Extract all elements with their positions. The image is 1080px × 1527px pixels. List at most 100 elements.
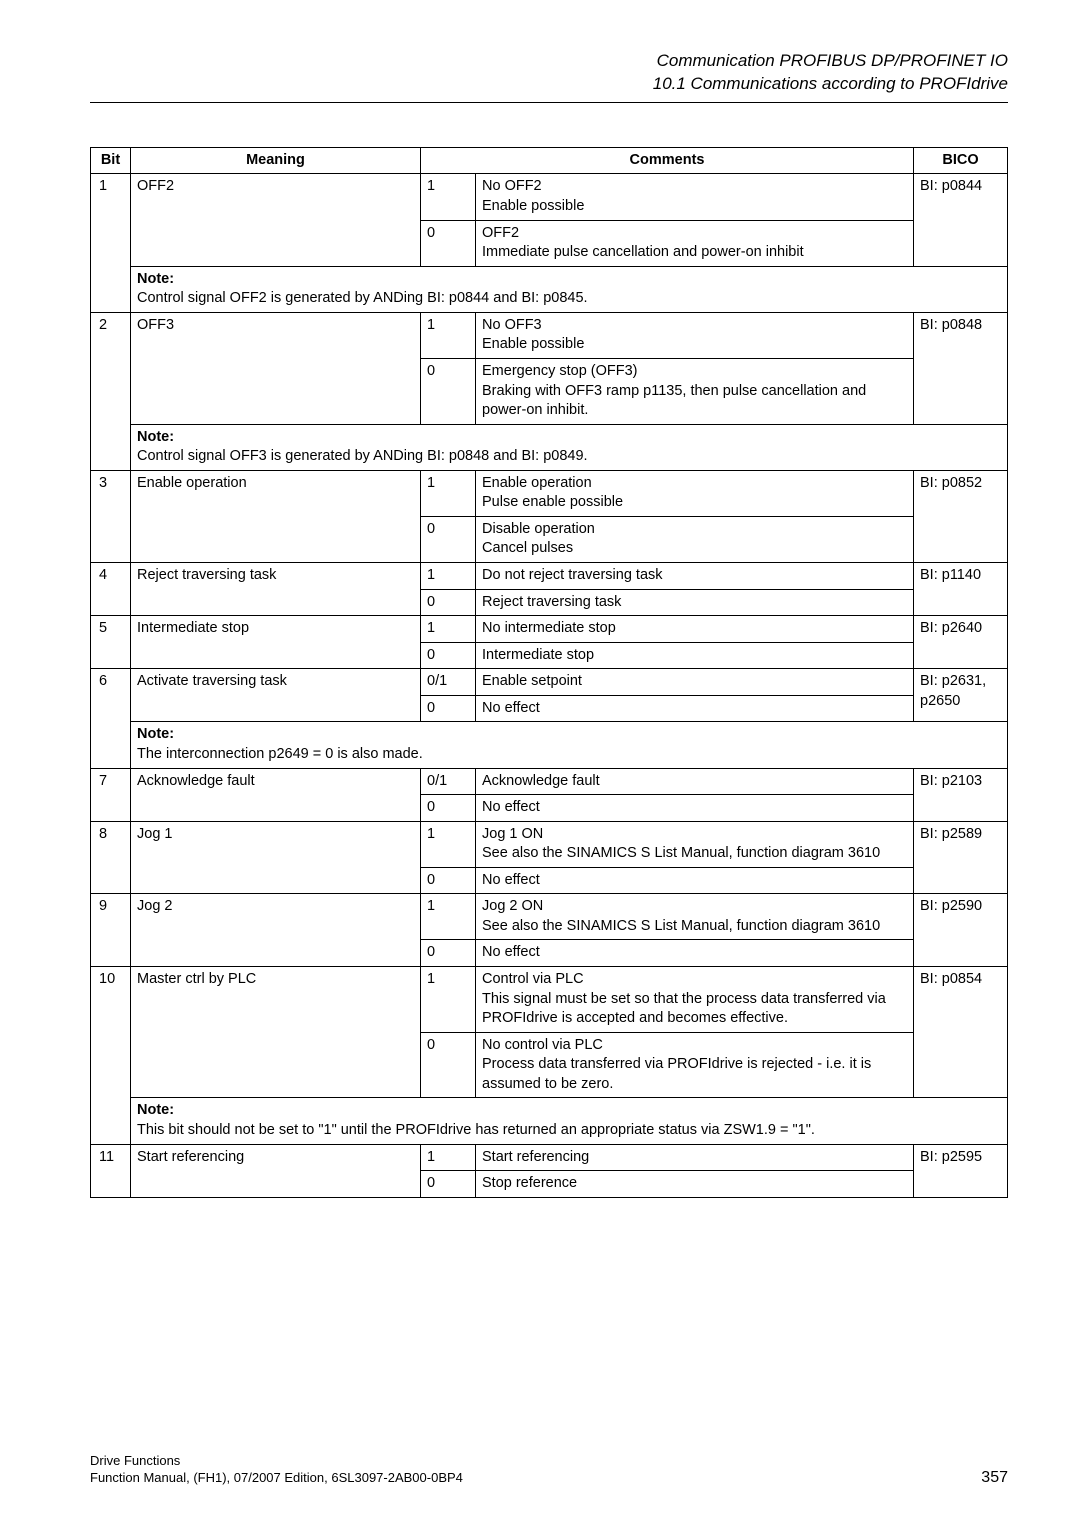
comment-line: See also the SINAMICS S List Manual, fun…: [482, 918, 880, 934]
bit-cell: 3: [91, 470, 131, 562]
comment-cell: No effect: [476, 867, 914, 894]
note-label: Note:: [137, 429, 174, 445]
comment-cell: Enable setpoint: [476, 669, 914, 696]
bit-table: Bit Meaning Comments BICO 1 OFF2 1 No OF…: [90, 147, 1008, 1198]
comment-cell: Disable operation Cancel pulses: [476, 516, 914, 562]
meaning-cell: Jog 1: [131, 821, 421, 894]
table-row: 4 Reject traversing task 1 Do not reject…: [91, 563, 1008, 590]
comment-line: Pulse enable possible: [482, 494, 623, 510]
bico-cell: BI: p1140: [914, 563, 1008, 616]
meaning-cell: Activate traversing task: [131, 669, 421, 722]
header-title: Communication PROFIBUS DP/PROFINET IO: [90, 50, 1008, 73]
th-bit: Bit: [91, 147, 131, 174]
comment-cell: Enable operationPulse enable possible: [476, 470, 914, 516]
bico-cell: BI: p2631, p2650: [914, 669, 1008, 722]
note-text: This bit should not be set to "1" until …: [137, 1122, 815, 1138]
footer-left: Drive Functions Function Manual, (FH1), …: [90, 1452, 1008, 1487]
table-row: Note:The interconnection p2649 = 0 is al…: [91, 722, 1008, 768]
bit-cell: 8: [91, 821, 131, 894]
bico-cell: BI: p2589: [914, 821, 1008, 894]
val-cell: 0: [421, 220, 476, 266]
val-cell: 1: [421, 821, 476, 867]
val-cell: 0/1: [421, 768, 476, 795]
footer-line2: Function Manual, (FH1), 07/2007 Edition,…: [90, 1470, 463, 1485]
val-cell: 1: [421, 312, 476, 358]
bico-cell: BI: p0844: [914, 174, 1008, 266]
bico-cell: BI: p0848: [914, 312, 1008, 424]
comment-cell: Start referencing: [476, 1144, 914, 1171]
bit-cell: 9: [91, 894, 131, 967]
page-footer: Drive Functions Function Manual, (FH1), …: [90, 1452, 1008, 1487]
comment-cell: Jog 1 ONSee also the SINAMICS S List Man…: [476, 821, 914, 867]
comment-line: No OFF2: [482, 178, 542, 194]
comment-line: No control via PLC: [482, 1037, 603, 1053]
meaning-cell: Master ctrl by PLC: [131, 967, 421, 1098]
comment-cell: OFF2 Immediate pulse cancellation and pow…: [476, 220, 914, 266]
comment-line: Process data transferred via PROFIdrive …: [482, 1056, 871, 1092]
bit-cell: 4: [91, 563, 131, 616]
comment-line: Enable possible: [482, 336, 584, 352]
note-cell: Note:This bit should not be set to "1" u…: [131, 1098, 1008, 1144]
comment-cell: Intermediate stop: [476, 642, 914, 669]
comment-cell: No OFF2Enable possible: [476, 174, 914, 220]
table-row: 9 Jog 2 1 Jog 2 ONSee also the SINAMICS …: [91, 894, 1008, 940]
meaning-cell: Start referencing: [131, 1144, 421, 1197]
note-label: Note:: [137, 271, 174, 287]
page-number: 357: [981, 1469, 1008, 1487]
bit-cell: 6: [91, 669, 131, 768]
meaning-cell: Acknowledge fault: [131, 768, 421, 821]
comment-cell: No effect: [476, 940, 914, 967]
comment-line: No OFF3: [482, 317, 542, 333]
table-row: 8 Jog 1 1 Jog 1 ONSee also the SINAMICS …: [91, 821, 1008, 867]
th-comments: Comments: [421, 147, 914, 174]
comment-line: Disable operation: [482, 521, 595, 537]
val-cell: 1: [421, 563, 476, 590]
bico-line: BI: p2631,: [920, 673, 986, 689]
table-row: 7 Acknowledge fault 0/1 Acknowledge faul…: [91, 768, 1008, 795]
bico-cell: BI: p2103: [914, 768, 1008, 821]
table-row: 5 Intermediate stop 1 No intermediate st…: [91, 616, 1008, 643]
val-cell: 0: [421, 358, 476, 424]
comment-line: Cancel pulses: [482, 540, 573, 556]
th-bico: BICO: [914, 147, 1008, 174]
bit-cell: 2: [91, 312, 131, 470]
comment-line: Emergency stop (OFF3): [482, 363, 638, 379]
val-cell: 0: [421, 1171, 476, 1198]
bico-cell: BI: p0852: [914, 470, 1008, 562]
bit-cell: 1: [91, 174, 131, 312]
meaning-cell: Jog 2: [131, 894, 421, 967]
comment-cell: Reject traversing task: [476, 589, 914, 616]
header-subtitle: 10.1 Communications according to PROFIdr…: [90, 73, 1008, 96]
comment-cell: No OFF3 Enable possible: [476, 312, 914, 358]
meaning-cell: OFF3: [131, 312, 421, 424]
th-meaning: Meaning: [131, 147, 421, 174]
val-cell: 1: [421, 894, 476, 940]
comment-cell: No intermediate stop: [476, 616, 914, 643]
val-cell: 0: [421, 642, 476, 669]
comment-line: Jog 2 ON: [482, 898, 543, 914]
table-row: 6 Activate traversing task 0/1 Enable se…: [91, 669, 1008, 696]
comment-line: OFF2: [482, 225, 519, 241]
note-text: The interconnection p2649 = 0 is also ma…: [137, 746, 423, 762]
table-row: Note:Control signal OFF3 is generated by…: [91, 424, 1008, 470]
comment-cell: Stop reference: [476, 1171, 914, 1198]
meaning-cell: OFF2: [131, 174, 421, 266]
bico-line: p2650: [920, 693, 960, 709]
val-cell: 0/1: [421, 669, 476, 696]
meaning-cell: Reject traversing task: [131, 563, 421, 616]
val-cell: 0: [421, 695, 476, 722]
note-cell: Note:Control signal OFF3 is generated by…: [131, 424, 1008, 470]
val-cell: 0: [421, 1032, 476, 1098]
val-cell: 0: [421, 940, 476, 967]
val-cell: 0: [421, 867, 476, 894]
comment-cell: Control via PLCThis signal must be set s…: [476, 967, 914, 1033]
note-cell: Note:Control signal OFF2 is generated by…: [131, 266, 1008, 312]
comment-cell: Do not reject traversing task: [476, 563, 914, 590]
comment-line: This signal must be set so that the proc…: [482, 991, 886, 1027]
comment-line: Immediate pulse cancellation and power-o…: [482, 244, 804, 260]
table-row: 2 OFF3 1 No OFF3Enable possible BI: p084…: [91, 312, 1008, 358]
meaning-cell: Intermediate stop: [131, 616, 421, 669]
comment-line: Jog 1 ON: [482, 826, 543, 842]
note-cell: Note:The interconnection p2649 = 0 is al…: [131, 722, 1008, 768]
val-cell: 0: [421, 589, 476, 616]
